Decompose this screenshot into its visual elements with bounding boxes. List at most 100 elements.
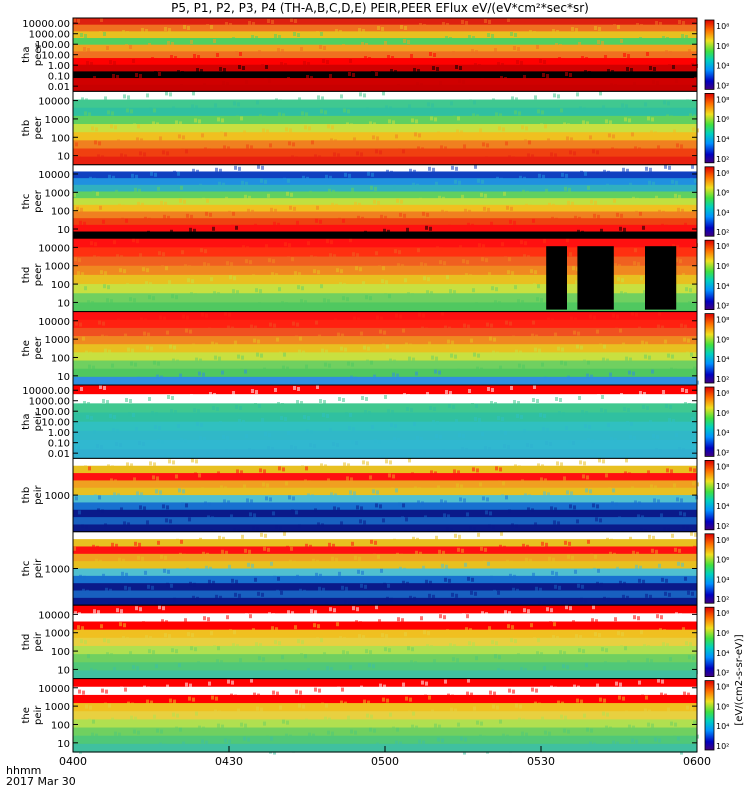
texture-cell: [500, 430, 503, 434]
texture-cell: [503, 191, 506, 196]
texture-cell: [314, 154, 317, 159]
colorbar-tick-label: 10⁴: [716, 282, 729, 291]
texture-cell: [556, 636, 559, 641]
texture-cell: [98, 141, 101, 146]
texture-cell: [101, 509, 104, 514]
texture-cell: [507, 445, 510, 449]
texture-cell: [297, 285, 300, 290]
spectrogram-band: [73, 575, 697, 584]
texture-cell: [277, 222, 280, 227]
texture-cell: [573, 505, 576, 510]
texture-cell: [487, 207, 490, 212]
texture-cell: [675, 79, 678, 83]
texture-cell: [120, 153, 123, 158]
texture-cell: [95, 733, 98, 738]
texture-cell: [523, 608, 526, 613]
texture-cell: [487, 387, 490, 391]
texture-cell: [255, 36, 258, 40]
texture-cell: [664, 591, 667, 596]
texture-cell: [422, 211, 425, 216]
texture-cell: [669, 657, 672, 662]
texture-cell: [103, 638, 106, 643]
texture-cell: [370, 185, 373, 190]
texture-cell: [320, 638, 323, 643]
texture-cell: [384, 215, 387, 220]
texture-cell: [667, 101, 670, 106]
texture-cell: [414, 661, 417, 666]
texture-cell: [483, 735, 486, 740]
texture-cell: [531, 687, 534, 692]
texture-cell: [301, 640, 304, 645]
texture-cell: [410, 408, 413, 412]
texture-cell: [234, 694, 237, 699]
texture-cell: [694, 178, 697, 183]
texture-cell: [175, 295, 178, 300]
texture-cell: [571, 27, 574, 31]
texture-cell: [120, 609, 123, 614]
texture-cell: [89, 176, 92, 181]
texture-cell: [544, 376, 547, 381]
texture-cell: [576, 92, 579, 97]
texture-cell: [255, 642, 258, 647]
texture-cell: [421, 501, 424, 506]
texture-cell: [73, 18, 76, 22]
texture-cell: [527, 609, 530, 614]
texture-cell: [105, 335, 108, 340]
texture-cell: [113, 415, 116, 419]
texture-cell: [495, 287, 498, 292]
texture-cell: [205, 313, 208, 318]
texture-cell: [341, 687, 344, 692]
texture-cell: [135, 427, 138, 431]
texture-cell: [168, 28, 171, 32]
texture-cell: [418, 487, 421, 492]
texture-cell: [373, 374, 376, 379]
texture-cell: [152, 650, 155, 655]
texture-cell: [355, 87, 358, 91]
texture-cell: [227, 500, 230, 505]
texture-cell: [556, 30, 559, 34]
texture-cell: [272, 613, 275, 618]
texture-cell: [525, 203, 528, 208]
texture-cell: [364, 584, 367, 589]
texture-cell: [510, 386, 513, 390]
texture-cell: [475, 302, 478, 307]
texture-cell: [643, 644, 646, 649]
texture-cell: [83, 401, 86, 405]
texture-cell: [270, 207, 273, 212]
texture-cell: [146, 93, 149, 98]
texture-cell: [361, 42, 364, 46]
texture-cell: [444, 577, 447, 582]
texture-cell: [637, 514, 640, 519]
texture-cell: [522, 189, 525, 194]
texture-cell: [401, 516, 404, 521]
texture-cell: [674, 368, 677, 373]
texture-cell: [76, 735, 79, 740]
texture-cell: [293, 32, 296, 36]
texture-cell: [166, 330, 169, 335]
texture-cell: [392, 726, 395, 731]
texture-cell: [423, 24, 426, 28]
texture-cell: [163, 316, 166, 321]
colorbar-tick-label: 10⁴: [716, 355, 729, 364]
texture-cell: [338, 319, 341, 324]
texture-cell: [113, 492, 116, 497]
texture-cell: [311, 494, 314, 499]
texture-cell: [144, 318, 147, 323]
texture-cell: [507, 624, 510, 629]
texture-cell: [602, 357, 605, 362]
texture-cell: [604, 409, 607, 413]
texture-cell: [426, 38, 429, 42]
texture-cell: [551, 216, 554, 221]
texture-cell: [378, 265, 381, 270]
texture-cell: [641, 694, 644, 699]
texture-cell: [407, 646, 410, 651]
texture-cell: [541, 716, 544, 721]
texture-cell: [140, 744, 143, 749]
texture-cell: [441, 209, 444, 214]
texture-cell: [630, 68, 633, 72]
texture-cell: [114, 731, 117, 736]
texture-cell: [340, 700, 343, 705]
spectrogram-band: [73, 302, 697, 313]
spectrogram-band: [73, 495, 697, 504]
